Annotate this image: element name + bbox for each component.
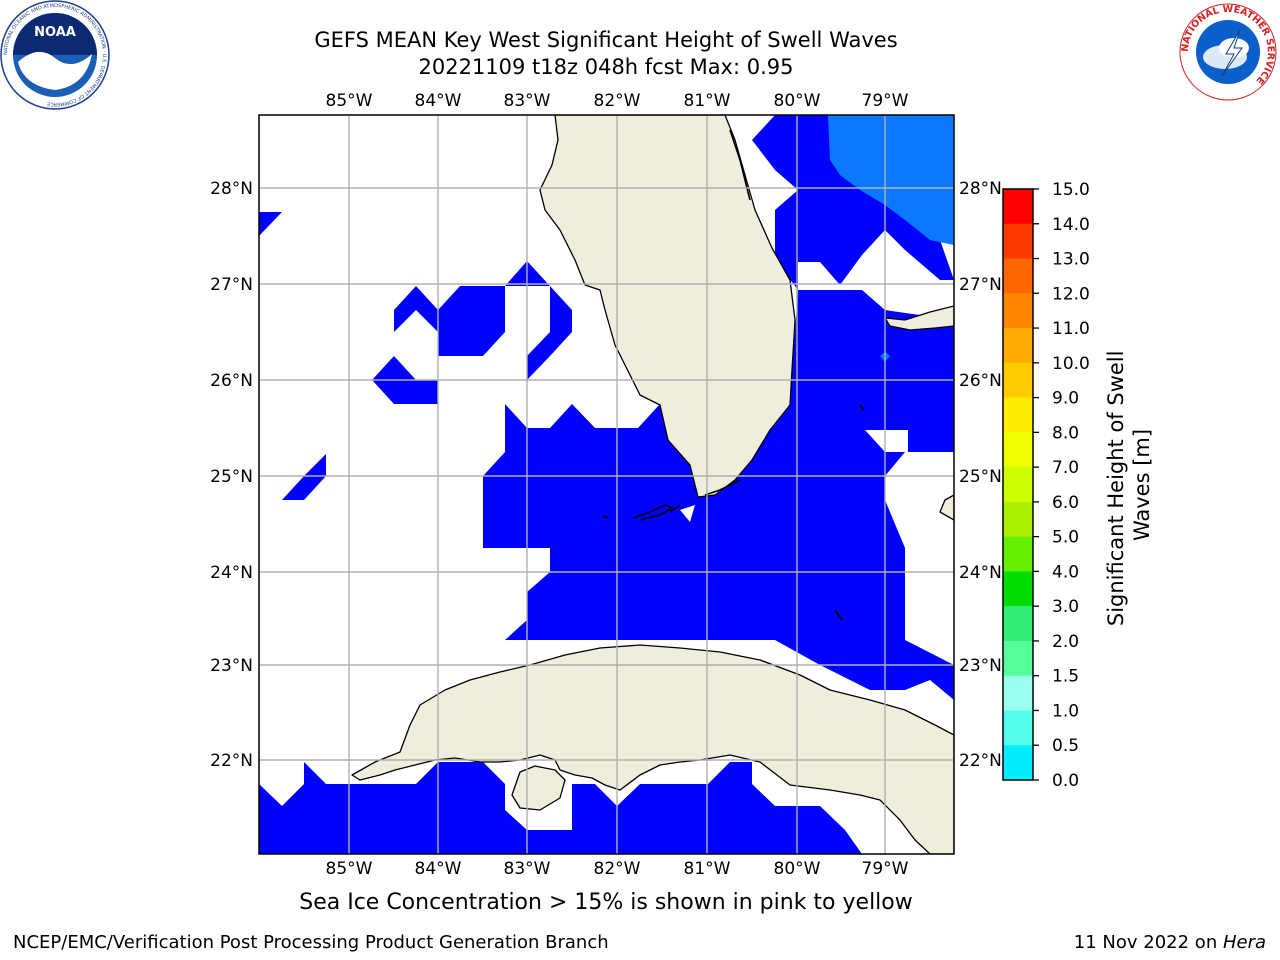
lat-label: 25°N <box>210 467 253 487</box>
colorbar-tick-label: 5.0 <box>1052 528 1079 548</box>
colorbar-label-line2: Waves [m] <box>1130 429 1154 541</box>
colorbar-segment <box>1003 328 1033 364</box>
lat-label: 24°N <box>959 563 1002 583</box>
lon-label: 80°W <box>774 91 821 111</box>
andros-land <box>939 494 954 521</box>
lat-label: 24°N <box>210 563 253 583</box>
lon-labels-top: 85°W 84°W 83°W 82°W 81°W 80°W 79°W <box>326 91 909 111</box>
colorbar-tick-label: 14.0 <box>1052 215 1090 235</box>
colorbar-tick-label: 1.0 <box>1052 701 1079 721</box>
colorbar-segment <box>1003 189 1033 225</box>
lon-label: 80°W <box>774 859 821 879</box>
lon-label: 81°W <box>684 859 731 879</box>
colorbar-label-line1: Significant Height of Swell <box>1104 351 1128 627</box>
colorbar-tick-label: 12.0 <box>1052 284 1090 304</box>
colorbar-tick-label: 0.0 <box>1052 771 1079 791</box>
lon-label: 83°W <box>504 859 551 879</box>
graticule <box>259 115 954 854</box>
colorbar-segment <box>1003 362 1033 399</box>
lat-label: 27°N <box>959 275 1002 295</box>
colorbar-tick-label: 6.0 <box>1052 493 1079 513</box>
swell-field-mid <box>828 115 954 362</box>
colorbar-segment <box>1003 606 1033 642</box>
colorbar-tick-label: 13.0 <box>1052 250 1090 270</box>
isla-juventud-land <box>511 765 566 811</box>
colorbar-tick-label: 3.0 <box>1052 597 1079 617</box>
colorbar-segment <box>1003 432 1033 468</box>
keys-outline <box>602 129 865 621</box>
swell-field-low <box>259 115 954 854</box>
lat-label: 23°N <box>959 656 1002 676</box>
colorbar-segment <box>1003 536 1033 572</box>
colorbar-segment <box>1003 258 1033 294</box>
map-subtitle: 20221109 t18z 048h fcst Max: 0.95 <box>418 55 794 79</box>
sea-ice-note: Sea Ice Concentration > 15% is shown in … <box>299 890 913 915</box>
lat-label: 26°N <box>959 371 1002 391</box>
lat-label: 22°N <box>959 751 1002 771</box>
colorbar-tick-label: 9.0 <box>1052 389 1079 409</box>
colorbar-tick-label: 0.5 <box>1052 736 1079 756</box>
lat-label: 23°N <box>210 656 253 676</box>
lat-label: 22°N <box>210 751 253 771</box>
nws-logo: NATIONAL WEATHER SERVICE <box>1179 3 1277 101</box>
lon-label: 84°W <box>415 91 462 111</box>
colorbar-tick-label: 10.0 <box>1052 354 1090 374</box>
colorbar-segment <box>1003 745 1033 781</box>
lon-label: 83°W <box>504 91 551 111</box>
lat-labels-left: 28°N 27°N 26°N 25°N 24°N 23°N 22°N <box>210 179 253 771</box>
lat-label: 28°N <box>959 179 1002 199</box>
lon-label: 82°W <box>594 859 641 879</box>
colorbar-segment <box>1003 501 1033 538</box>
footer-host: Hera <box>1222 932 1266 953</box>
cuba-land <box>351 644 954 854</box>
lon-labels-bottom: 85°W 84°W 83°W 82°W 81°W 80°W 79°W <box>326 859 909 879</box>
colorbar-segment <box>1003 223 1033 260</box>
lon-label: 81°W <box>684 91 731 111</box>
colorbar-segment <box>1003 571 1033 607</box>
footer-date: 11 Nov 2022 on Hera <box>1074 932 1266 953</box>
footer-date-text: 11 Nov 2022 on <box>1073 932 1223 953</box>
colorbar-tick-label: 1.5 <box>1052 667 1079 687</box>
map-title: GEFS MEAN Key West Significant Height of… <box>314 28 898 52</box>
colorbar-tick-label: 4.0 <box>1052 562 1079 582</box>
florida-land <box>539 115 796 498</box>
colorbar-segment <box>1003 397 1033 433</box>
lon-label: 79°W <box>862 91 909 111</box>
footer-branch: NCEP/EMC/Verification Post Processing Pr… <box>13 932 609 953</box>
lat-labels-right: 28°N 27°N 26°N 25°N 24°N 23°N 22°N <box>959 179 1002 771</box>
land <box>351 115 954 854</box>
colorbar-tick-label: 8.0 <box>1052 423 1079 443</box>
lat-label: 25°N <box>959 467 1002 487</box>
colorbar-tick-label: 11.0 <box>1052 319 1090 339</box>
noaa-logo-text: NOAA <box>34 25 76 40</box>
lon-label: 79°W <box>862 859 909 879</box>
grand-bahama-land <box>884 305 954 331</box>
lon-label: 85°W <box>326 91 373 111</box>
colorbar-tick-label: 2.0 <box>1052 632 1079 652</box>
lon-label: 85°W <box>326 859 373 879</box>
colorbar-segment <box>1003 675 1033 711</box>
colorbar-segment <box>1003 467 1033 503</box>
lat-label: 28°N <box>210 179 253 199</box>
colorbar-tick-label: 15.0 <box>1052 180 1090 200</box>
lat-label: 27°N <box>210 275 253 295</box>
colorbar-tick-label: 7.0 <box>1052 458 1079 478</box>
colorbar-label: Significant Height of Swell Waves [m] <box>1104 344 1154 626</box>
lat-label: 26°N <box>210 371 253 391</box>
lon-label: 82°W <box>594 91 641 111</box>
lon-label: 84°W <box>415 859 462 879</box>
colorbar-segment <box>1003 640 1033 677</box>
colorbar-segment <box>1003 293 1033 329</box>
noaa-logo: NOAA NATIONAL OCEANIC AND ATMOSPHERIC AD… <box>0 0 110 110</box>
colorbar-segment <box>1003 710 1033 746</box>
colorbar: 15.0 14.0 13.0 12.0 11.0 10.0 9.0 8.0 7.0 6.0 5.0 4… <box>1002 180 1154 791</box>
